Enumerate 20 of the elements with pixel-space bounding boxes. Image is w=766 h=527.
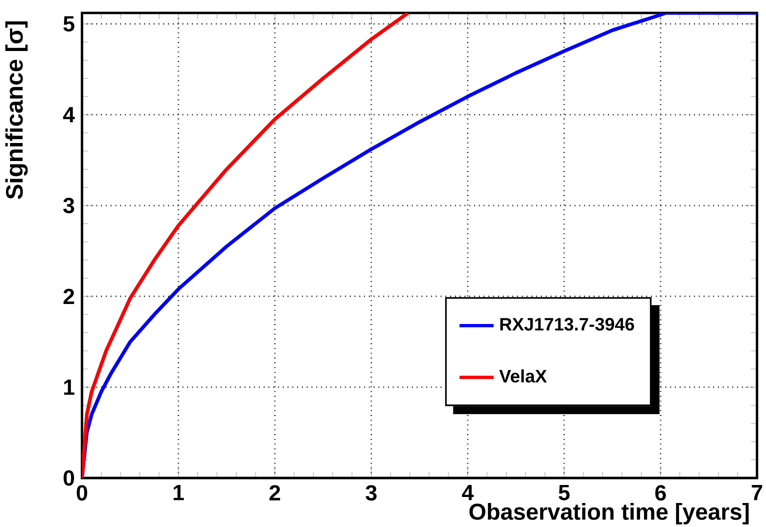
x-tick-label: 3: [366, 485, 377, 501]
x-tick-label: 4: [462, 485, 474, 500]
y-tick-label: 3: [63, 198, 74, 214]
y-axis-title: Significance [σ]: [5, 21, 28, 200]
y-tick-label: 5: [63, 16, 74, 32]
x-tick-label: 1: [174, 485, 184, 500]
x-tick-label: 7: [752, 485, 762, 500]
x-tick-label: 0: [76, 485, 88, 501]
x-tick-label: 2: [270, 485, 280, 500]
y-tick-label: 0: [64, 470, 74, 486]
legend-label: VelaX: [499, 369, 547, 383]
y-tick-label: 2: [64, 288, 74, 304]
line-series: [82, 12, 758, 478]
line-series: [82, 12, 410, 478]
x-tick-label: 5: [558, 485, 570, 500]
y-tick-label: 4: [63, 107, 75, 122]
x-tick-label: 6: [655, 485, 666, 501]
y-tick-label: 1: [64, 380, 74, 395]
legend-label: RXJ1713.7-3946: [500, 318, 634, 331]
x-axis-title: Obaservation time [years]: [469, 503, 749, 524]
